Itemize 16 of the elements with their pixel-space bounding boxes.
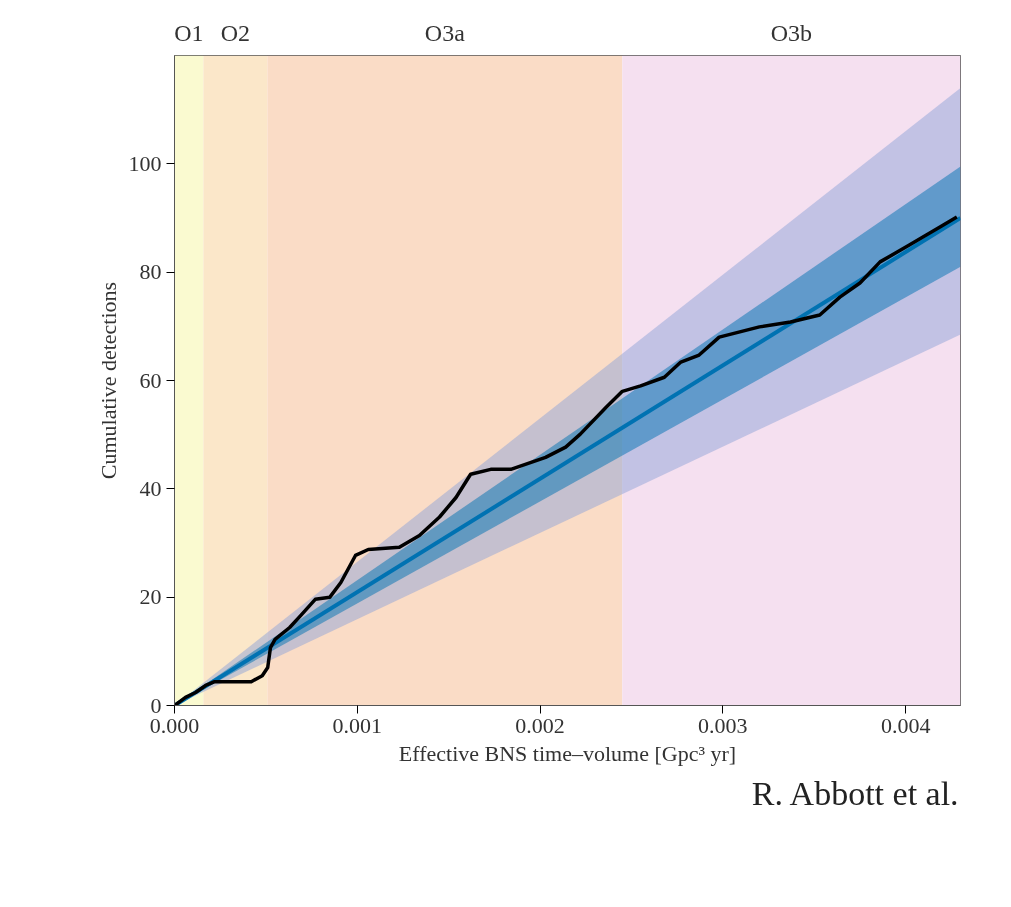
y-tick-label: 60 [139, 367, 162, 393]
text: R. Abbott et al. [751, 775, 959, 812]
y-tick-label: 20 [139, 584, 162, 610]
x-axis-title: Effective BNS time–volume [Gpc³ yr] [398, 740, 737, 766]
x-tick-label: 0.003 [698, 712, 748, 738]
y-tick-label: 80 [139, 259, 162, 285]
y-tick-label: 100 [128, 150, 162, 176]
y-tick-label: 40 [139, 475, 162, 501]
band-label: O3a [424, 19, 466, 46]
x-tick-label: 0.004 [880, 712, 931, 738]
x-tick-label: 0.002 [515, 712, 565, 738]
x-tick-label: 0.001 [332, 712, 383, 738]
y-axis-title: Cumulative detections [95, 281, 121, 480]
band-label: O2 [220, 19, 251, 46]
band-label: O3b [770, 19, 813, 46]
band-label: O1 [174, 19, 204, 46]
